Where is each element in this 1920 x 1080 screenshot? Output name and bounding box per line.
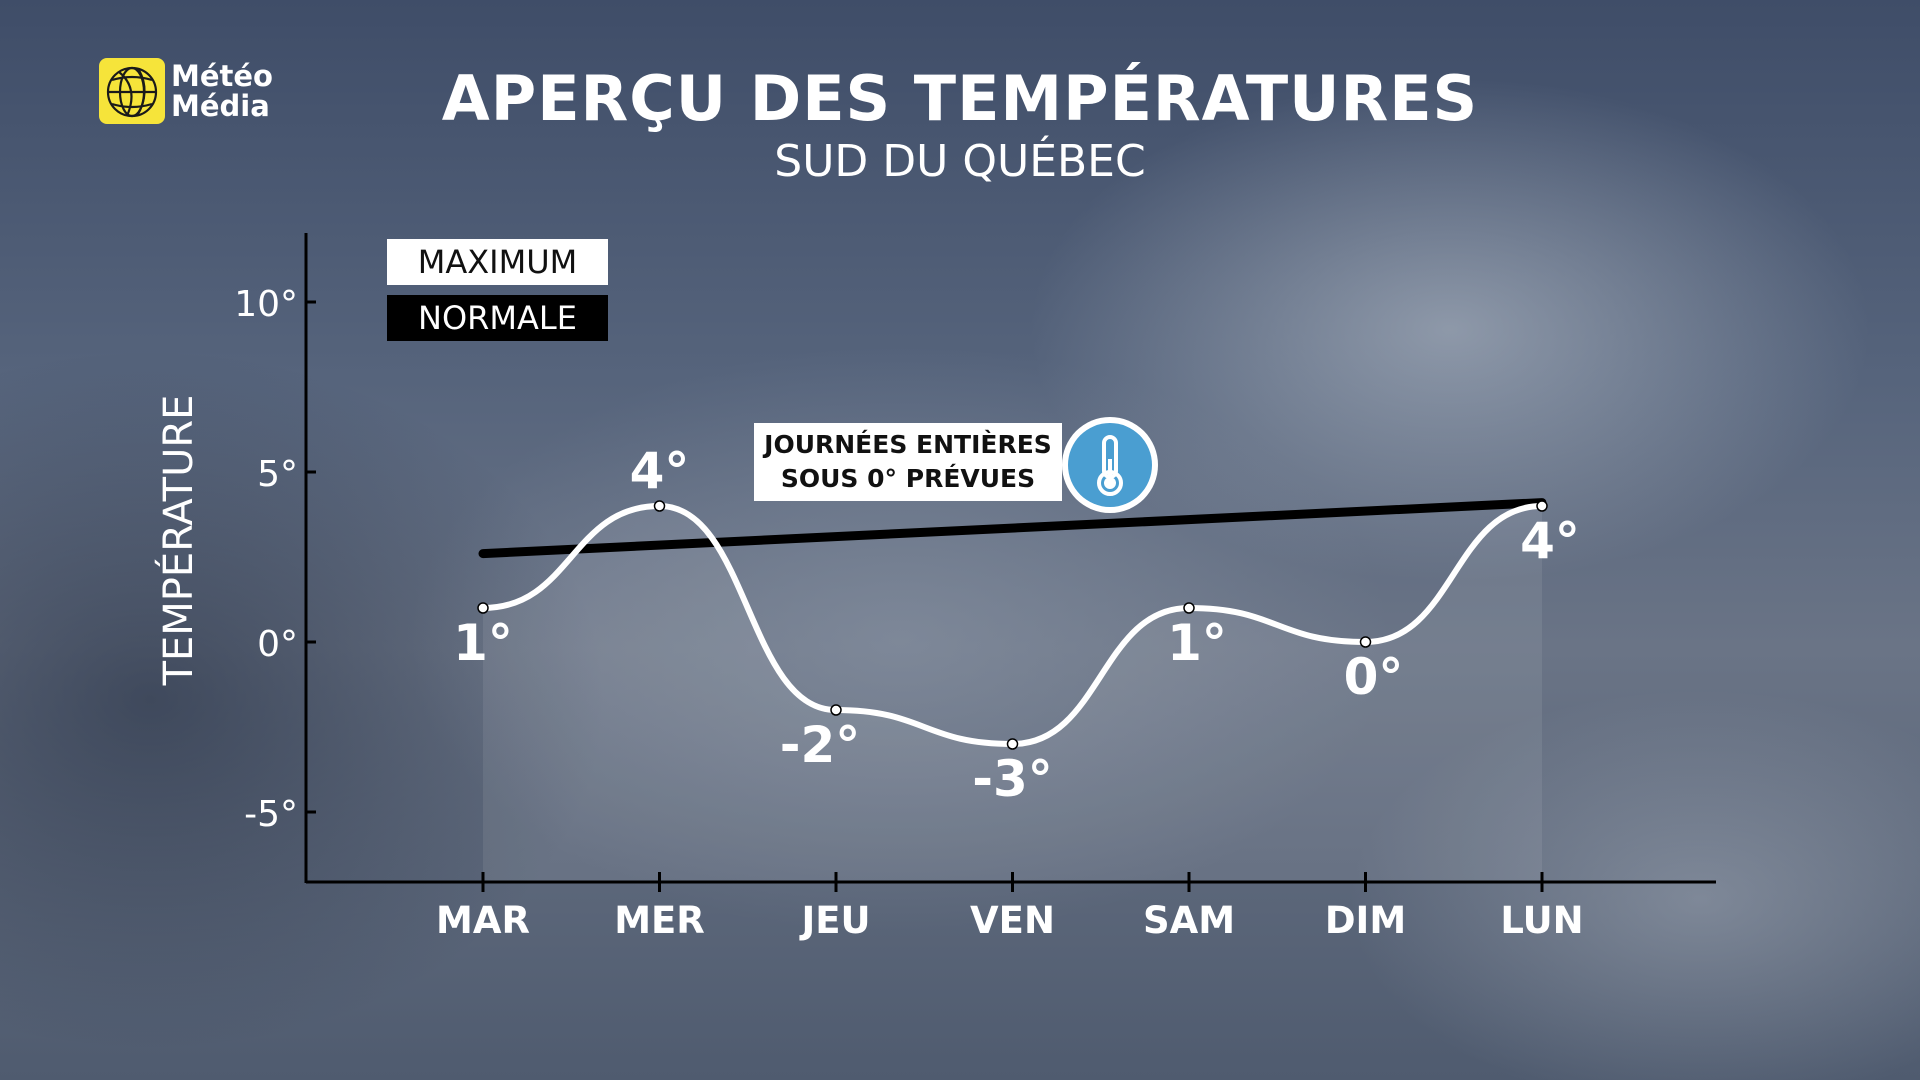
y-tick-label: 5° bbox=[257, 454, 298, 495]
x-tick-label: DIM bbox=[1325, 899, 1406, 942]
y-tick-label: 0° bbox=[257, 624, 298, 665]
thermometer-icon bbox=[1062, 417, 1158, 513]
callout-below-zero: JOURNÉES ENTIÈRES SOUS 0° PRÉVUES bbox=[754, 423, 1062, 501]
data-point bbox=[1006, 738, 1019, 750]
data-point bbox=[653, 500, 666, 512]
callout-line-2: SOUS 0° PRÉVUES bbox=[780, 464, 1036, 493]
x-tick-label: MAR bbox=[436, 899, 530, 942]
legend-maximum: MAXIMUM bbox=[387, 239, 608, 285]
data-point bbox=[477, 602, 489, 614]
data-label: 1° bbox=[1167, 614, 1227, 672]
data-point bbox=[1536, 500, 1548, 512]
page-title: APERÇU DES TEMPÉRATURES bbox=[441, 62, 1479, 135]
logo-line-2: Média bbox=[171, 89, 270, 123]
data-labels: 1° 4° -2° -3° 1° 0° 4° bbox=[453, 442, 1580, 808]
logo-globe-icon bbox=[99, 58, 165, 124]
page-subtitle: SUD DU QUÉBEC bbox=[774, 136, 1146, 187]
data-point bbox=[1183, 602, 1195, 614]
logo-text: Météo Média bbox=[171, 61, 273, 121]
data-points bbox=[477, 500, 1548, 750]
x-tick-label: LUN bbox=[1500, 899, 1583, 942]
data-label: -3° bbox=[972, 750, 1053, 808]
y-tick-label: -5° bbox=[244, 794, 298, 835]
meteomedia-logo: Météo Média bbox=[99, 58, 273, 124]
data-label: 4° bbox=[1520, 512, 1580, 570]
area-fill bbox=[483, 506, 1542, 882]
x-ticks: MAR MER JEU VEN SAM DIM LUN bbox=[436, 872, 1584, 942]
callout-line-1: JOURNÉES ENTIÈRES bbox=[764, 430, 1052, 459]
area-fill-layer bbox=[483, 506, 1542, 882]
series-line-normale bbox=[478, 498, 1547, 559]
y-ticks: 10° 5° 0° -5° bbox=[234, 284, 316, 835]
logo-line-1: Météo bbox=[171, 59, 273, 93]
data-point bbox=[1359, 636, 1372, 648]
x-tick-label: MER bbox=[614, 899, 705, 942]
data-label: -2° bbox=[780, 716, 861, 774]
legend-normale: NORMALE bbox=[387, 295, 608, 341]
y-tick-label: 10° bbox=[234, 284, 298, 325]
data-label: 1° bbox=[453, 614, 513, 672]
x-tick-label: JEU bbox=[798, 899, 870, 942]
y-axis-label: TEMPÉRATURE bbox=[154, 395, 202, 687]
data-label: 0° bbox=[1344, 648, 1404, 706]
data-label: 4° bbox=[630, 442, 690, 500]
data-point bbox=[830, 704, 842, 716]
x-tick-label: SAM bbox=[1143, 899, 1235, 942]
x-tick-label: VEN bbox=[970, 899, 1055, 942]
